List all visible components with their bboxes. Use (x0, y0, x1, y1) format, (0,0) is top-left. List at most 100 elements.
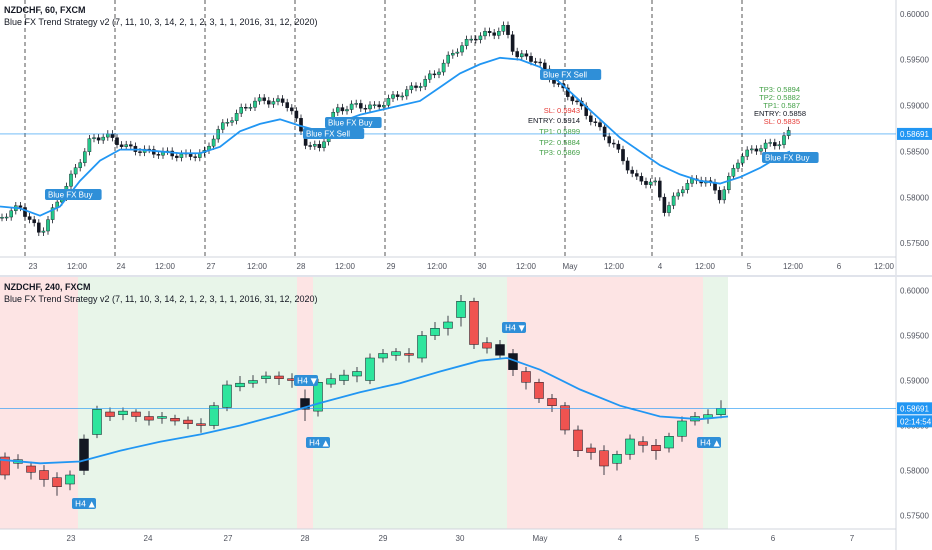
top-x-tick-label: 24 (117, 262, 126, 271)
top-candle-body (602, 126, 607, 137)
top-x-tick-label: 5 (747, 262, 752, 271)
bottom-ma-line (0, 357, 729, 465)
top-x-tick-label: 12:00 (604, 262, 625, 271)
top-chart-pane[interactable]: 0.60000 0.59500 0.59000 0.58500 0.58000 0.575… (0, 0, 932, 275)
top-symbol-title: NZDCHF, 60, FXCM (4, 5, 86, 15)
bottom-chart-canvas[interactable]: 0.600000.595000.590000.585000.580000.575… (0, 277, 932, 550)
top-candle-body (428, 73, 432, 80)
bottom-chart-pane[interactable]: 0.600000.595000.590000.585000.580000.575… (0, 277, 932, 550)
top-candle-body (487, 31, 492, 33)
bottom-countdown-text: 02:14:54 (900, 417, 932, 426)
bottom-candle-body (118, 410, 128, 415)
bottom-candle-body (664, 436, 674, 449)
top-candle-body (575, 100, 579, 103)
top-candle-body (23, 207, 27, 217)
bottom-x-tick-label: 23 (67, 534, 76, 543)
top-candle-body (285, 102, 290, 108)
h4-sell-label-1-bg (294, 375, 318, 386)
top-candle-body (27, 216, 32, 220)
bottom-candle-body (521, 371, 531, 383)
buy-signal-label-1-bg (45, 189, 102, 200)
bottom-candle-body (65, 474, 75, 485)
top-candle-body (570, 96, 575, 102)
top-x-tick-label: 12:00 (783, 262, 804, 271)
bottom-candle-body (573, 429, 583, 451)
bottom-candle-body (443, 321, 453, 329)
top-candle-body (731, 168, 736, 177)
top-candle-body (32, 219, 36, 224)
top-candle-body (253, 100, 257, 108)
bottom-candle-body (52, 477, 62, 487)
top-candle-body (451, 53, 455, 56)
bottom-candle-body (404, 353, 414, 356)
top-candle-body (589, 115, 593, 122)
top-candle-body (18, 205, 23, 208)
trade1-entry: ENTRY: 0.5914 (528, 116, 580, 125)
top-candle-body (220, 122, 225, 130)
top-x-tick-label: May (562, 262, 577, 271)
top-candle-body (243, 107, 248, 109)
trade2-entry: ENTRY: 0.5858 (754, 109, 806, 118)
top-candle-body (685, 183, 690, 191)
bottom-candle-body (352, 371, 362, 377)
top-candle-body (179, 153, 184, 158)
top-candle-body (73, 167, 78, 175)
bottom-candle-body (495, 344, 505, 356)
bottom-candle-body (313, 382, 323, 412)
top-candle-body (593, 121, 598, 123)
pane-divider[interactable] (0, 275, 932, 277)
top-candle-body (717, 190, 722, 201)
top-candle-body (414, 85, 418, 88)
bottom-x-tick-label: 5 (695, 534, 700, 543)
top-candle-body (105, 133, 110, 138)
bottom-candle-body (209, 405, 219, 426)
bottom-candle-body (534, 382, 544, 399)
top-candle-body (418, 86, 423, 88)
bottom-candle-body (716, 408, 726, 415)
top-x-tick-label: 30 (478, 262, 487, 271)
trade1-tp1: TP1: 0.5899 (539, 127, 580, 136)
top-candle-body (234, 113, 239, 121)
top-x-tick-label: 12:00 (427, 262, 448, 271)
bottom-x-tick-label: 6 (771, 534, 776, 543)
bottom-candle-body (625, 438, 635, 455)
sell-signal-label-1: Blue FX Sell (306, 130, 350, 139)
top-y-tick-label: 0.59000 (900, 102, 929, 111)
bottom-candle-body (430, 328, 440, 336)
top-candle-body (662, 196, 667, 213)
top-candle-body (386, 98, 391, 106)
top-candle-body (515, 51, 519, 58)
top-candle-body (556, 83, 561, 85)
top-price-tag (897, 127, 932, 140)
trade2-tp1: TP1: 0.587 (763, 101, 800, 110)
bottom-candle-body (79, 438, 89, 471)
bottom-y-tick-label: 0.58000 (900, 467, 929, 476)
buy-signal-label-1: Blue FX Buy (48, 191, 92, 200)
top-candle-body (598, 122, 602, 128)
top-x-tick-label: 6 (837, 262, 842, 271)
bottom-candle-body (469, 301, 479, 345)
top-candle-body (400, 95, 405, 98)
top-candle-body (469, 38, 474, 41)
top-candle-body (644, 181, 648, 185)
top-candle-body (92, 137, 96, 139)
bottom-candle-body (222, 384, 232, 408)
top-candle-body (271, 101, 276, 105)
top-y-tick-label: 0.58000 (900, 193, 929, 202)
h4-sell-label-2-bg (502, 322, 526, 333)
bottom-candle-body (456, 301, 466, 318)
h4-buy-label-2: H4 ▲ (309, 439, 330, 448)
bottom-candle-body (365, 357, 375, 381)
bottom-x-tick-label: 4 (618, 534, 623, 543)
top-candle-body (313, 144, 317, 147)
top-candle-body (745, 149, 749, 157)
bottom-y-tick-label: 0.60000 (900, 287, 929, 296)
bottom-candle-body (586, 447, 596, 453)
top-candle-body (115, 137, 119, 145)
top-x-tick-label: 12:00 (155, 262, 176, 271)
top-candle-body (395, 94, 400, 97)
top-candle-body (722, 189, 726, 201)
top-chart-canvas[interactable]: 0.60000 0.59500 0.59000 0.58500 0.58000 0.575… (0, 0, 932, 275)
top-candle-body (174, 155, 179, 158)
top-candle-body (239, 107, 244, 114)
